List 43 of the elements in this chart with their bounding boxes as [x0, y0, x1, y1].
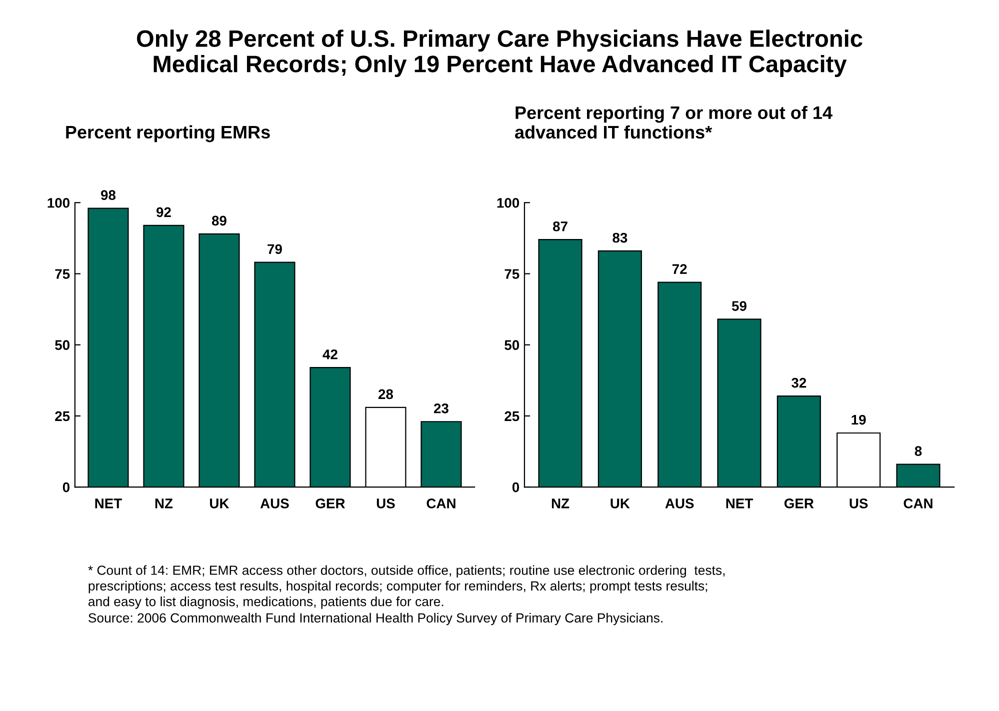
x-tick-label: AUS [665, 498, 694, 508]
chart-title: Only 28 Percent of U.S. Primary Care Physicians Have Electronic Medical Records; Only 19 Percent Have Advanced IT Capacity [136, 30, 862, 78]
y-tick-label: 25 [504, 411, 520, 422]
data-label: 23 [434, 403, 448, 414]
x-tick-label: NZ [552, 498, 570, 508]
x-tick-label: NZ [155, 498, 173, 508]
source-note: Source: 2006 Commonwealth Fund International Health Policy Survey of Primary Care Physicians. [88, 612, 662, 626]
data-label: 32 [792, 378, 806, 388]
x-tick-label: UK [610, 498, 630, 508]
chart-subtitle: Percent reporting 7 or more out of 14 advanced IT functions* [515, 106, 832, 139]
y-tick-label: 50 [55, 340, 70, 350]
data-label: 8 [914, 446, 922, 456]
data-label: 89 [212, 216, 226, 226]
chart-subtitle: Percent reporting EMRs [66, 125, 270, 142]
text: * Count of 14: EMR; EMR access other doctors, outside office, patients; routine use electronic ordering tests, prescriptions; access test results, hospital records; computer for reminders, Rx alerts; prompt tests results; and easy to list diagnosis, medications, patients due for care. [88, 565, 725, 609]
data-label: 72 [672, 264, 687, 274]
data-label: 83 [612, 232, 628, 243]
y-tick-label: 0 [512, 482, 520, 492]
y-tick-label: 75 [55, 269, 70, 279]
x-tick-label: NET [95, 498, 122, 508]
y-tick-label: 0 [62, 482, 70, 492]
y-tick-label: 75 [504, 269, 520, 279]
data-label: 98 [100, 190, 116, 200]
x-tick-label: GER [316, 498, 345, 508]
data-label: 28 [378, 389, 394, 400]
data-label: 87 [552, 221, 568, 232]
y-tick-label: 25 [55, 411, 70, 422]
x-tick-label: US [376, 498, 395, 508]
data-label: 79 [268, 244, 282, 254]
data-label: 59 [732, 301, 746, 311]
data-label: 19 [852, 414, 866, 425]
x-tick-label: GER [784, 498, 814, 508]
y-tick-label: 50 [504, 340, 520, 350]
x-tick-label: NET [726, 498, 753, 508]
x-tick-label: US [850, 498, 868, 508]
y-tick-label: 100 [497, 198, 520, 208]
x-tick-label: CAN [426, 498, 456, 508]
x-tick-label: UK [210, 498, 230, 508]
data-label: 42 [322, 349, 338, 360]
data-label: 92 [156, 207, 171, 218]
x-tick-label: AUS [260, 498, 289, 508]
y-tick-label: 100 [48, 198, 70, 208]
x-tick-label: CAN [904, 498, 932, 508]
